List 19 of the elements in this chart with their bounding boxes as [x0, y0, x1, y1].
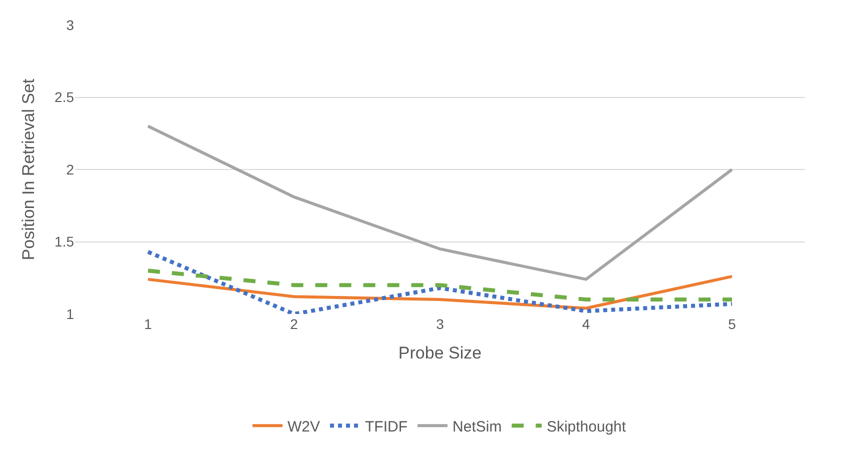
- y-tick-label: 3: [66, 16, 74, 33]
- y-tick-label: 1.5: [54, 234, 74, 250]
- legend-label: NetSim: [452, 418, 502, 436]
- x-tick-label: 1: [144, 316, 152, 332]
- x-axis-title: Probe Size: [398, 343, 482, 362]
- x-tick-label: 2: [290, 316, 298, 332]
- x-tick-label: 3: [436, 316, 444, 332]
- x-tick-label: 4: [582, 316, 590, 332]
- line-series: [146, 250, 734, 314]
- legend-label: Skipthought: [546, 418, 627, 436]
- legend-label: W2V: [288, 418, 320, 436]
- x-tick-label: 5: [728, 316, 736, 332]
- y-tick-label: 1: [66, 306, 74, 322]
- y-tick-label: 2: [66, 161, 74, 178]
- y-tick-label: 2.5: [54, 89, 74, 106]
- legend-label: TFIDF: [365, 418, 408, 436]
- line-series: [146, 274, 734, 310]
- y-axis-title: Position In Retrieval Set: [19, 78, 38, 260]
- line-series: [146, 124, 734, 281]
